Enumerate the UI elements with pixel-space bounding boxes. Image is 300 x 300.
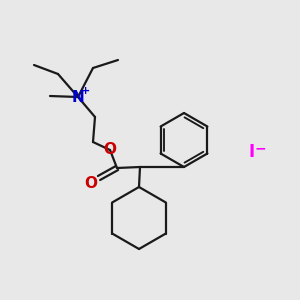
Text: O: O: [103, 142, 116, 158]
Text: O: O: [85, 176, 98, 190]
Text: I: I: [249, 143, 255, 161]
Text: N: N: [72, 89, 84, 104]
Text: −: −: [254, 141, 266, 155]
Text: +: +: [80, 86, 90, 96]
